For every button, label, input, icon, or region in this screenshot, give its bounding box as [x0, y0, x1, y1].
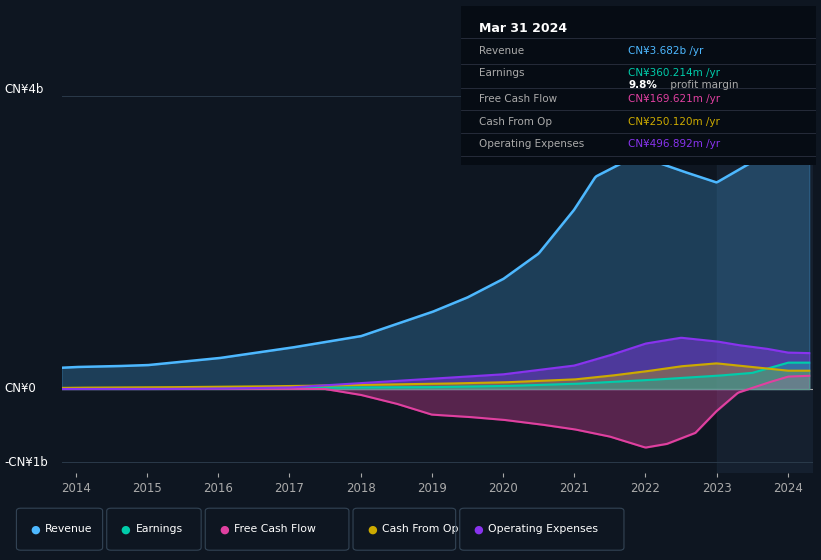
Text: CN¥169.621m /yr: CN¥169.621m /yr: [628, 94, 720, 104]
Text: Revenue: Revenue: [479, 46, 525, 56]
Text: CN¥360.214m /yr: CN¥360.214m /yr: [628, 68, 720, 78]
Text: CN¥250.120m /yr: CN¥250.120m /yr: [628, 116, 720, 127]
Text: Earnings: Earnings: [479, 68, 525, 78]
Text: CN¥0: CN¥0: [4, 382, 36, 395]
Text: Free Cash Flow: Free Cash Flow: [234, 524, 316, 534]
Text: Mar 31 2024: Mar 31 2024: [479, 22, 567, 35]
Text: Operating Expenses: Operating Expenses: [479, 139, 585, 150]
Text: -CN¥1b: -CN¥1b: [4, 456, 48, 469]
Text: CN¥4b: CN¥4b: [4, 83, 44, 96]
Text: Cash From Op: Cash From Op: [479, 116, 553, 127]
Text: CN¥496.892m /yr: CN¥496.892m /yr: [628, 139, 720, 150]
Text: Operating Expenses: Operating Expenses: [488, 524, 599, 534]
Text: ●: ●: [121, 524, 131, 534]
Text: 9.8%: 9.8%: [628, 80, 657, 90]
Text: Revenue: Revenue: [45, 524, 93, 534]
Text: profit margin: profit margin: [667, 80, 739, 90]
Text: Earnings: Earnings: [135, 524, 182, 534]
Text: ●: ●: [474, 524, 484, 534]
Text: CN¥3.682b /yr: CN¥3.682b /yr: [628, 46, 704, 56]
Text: ●: ●: [219, 524, 229, 534]
Text: Free Cash Flow: Free Cash Flow: [479, 94, 557, 104]
Bar: [717, 92, 813, 473]
Text: ●: ●: [30, 524, 40, 534]
Text: Cash From Op: Cash From Op: [382, 524, 458, 534]
Text: ●: ●: [367, 524, 377, 534]
